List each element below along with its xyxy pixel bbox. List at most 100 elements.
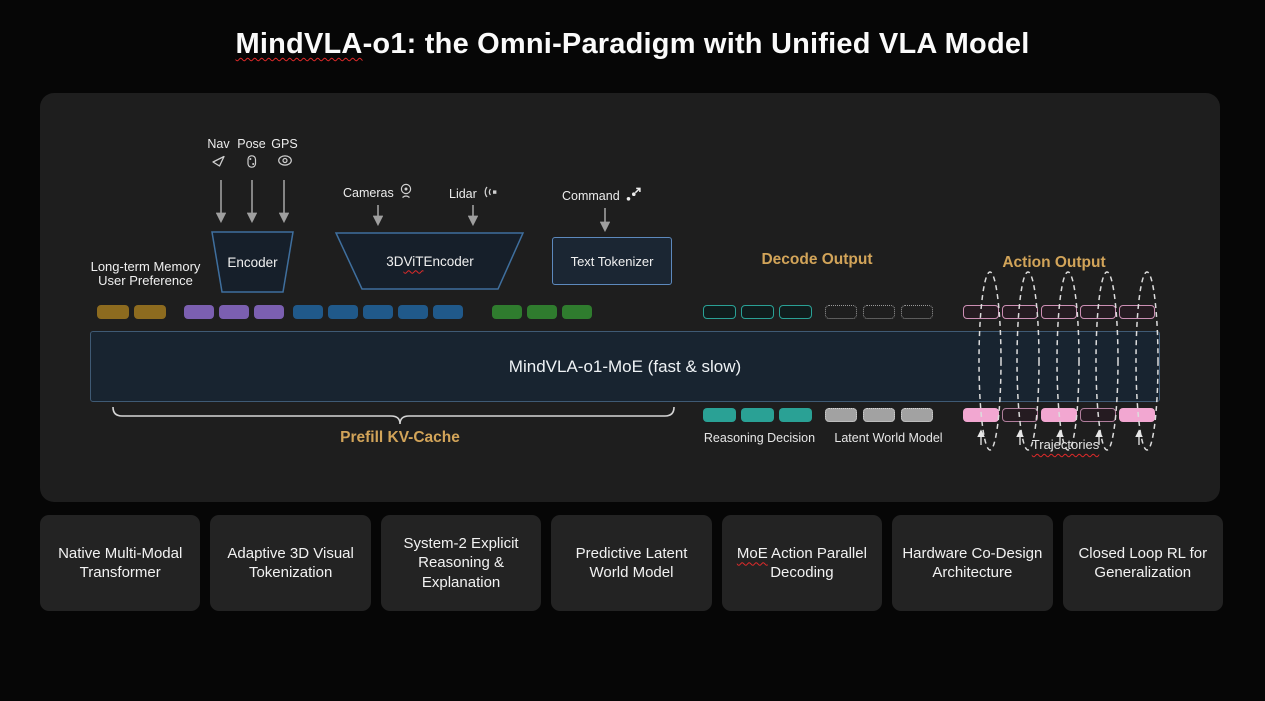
text-tokenizer-block: Text Tokenizer: [552, 237, 672, 285]
pose-icon: [244, 154, 259, 174]
prefill-kv-cache-label: Prefill KV-Cache: [340, 429, 460, 446]
feature-card-row: Native Multi-Modal Transformer Adaptive …: [40, 515, 1223, 611]
token: [863, 408, 895, 422]
nav-icon: [211, 154, 226, 173]
pose-token-row: [184, 305, 284, 319]
token: [825, 305, 857, 319]
feature-card-closed-loop-rl: Closed Loop RL for Generalization: [1062, 515, 1223, 611]
token: [1119, 305, 1155, 319]
token: [184, 305, 214, 319]
memory-token-row: [97, 305, 166, 319]
token: [398, 305, 428, 319]
action-token-row: [963, 305, 1155, 319]
cameras-label: Cameras: [343, 186, 394, 200]
moe-misspelled-word: MoE: [736, 544, 768, 562]
feature-card-hardware-codesign: Hardware Co-Design Architecture: [892, 515, 1053, 611]
token: [825, 408, 857, 422]
token: [863, 305, 895, 319]
token: [1002, 305, 1038, 319]
moe-model-label: MindVLA-o1-MoE (fast & slow): [508, 356, 742, 376]
token: [562, 305, 592, 319]
token: [901, 305, 933, 319]
trajectories-label: Trajectories: [1031, 437, 1100, 452]
feature-card-moe-parallel-decoding: MoE Action Parallel Decoding: [721, 515, 883, 611]
memory-label: Long-term Memory User Preference: [58, 260, 233, 287]
command-route-icon: [625, 187, 643, 205]
feature-card-predictive-latent: Predictive Latent World Model: [551, 515, 712, 611]
decode-token-row: [703, 305, 812, 319]
feature-label-rest: Action Parallel Decoding: [767, 544, 867, 582]
token: [254, 305, 284, 319]
token: [1080, 408, 1116, 422]
token: [328, 305, 358, 319]
token: [219, 305, 249, 319]
token: [901, 408, 933, 422]
token: [1080, 305, 1116, 319]
decode-output-label: Decode Output: [761, 251, 873, 268]
memory-line2: User Preference: [98, 272, 193, 288]
vit-encoder-block: 3D ViT Encoder: [334, 232, 526, 290]
token: [97, 305, 129, 319]
vision-token-row: [293, 305, 463, 319]
reasoning-token-row: [703, 408, 812, 422]
gps-icon: [277, 154, 293, 172]
token: [703, 305, 736, 319]
vit-pre: 3D: [386, 253, 404, 269]
text-tokenizer-label: Text Tokenizer: [570, 253, 654, 269]
reasoning-decision-label: Reasoning Decision: [703, 431, 816, 445]
sensor-group-nav-pose-gps: Nav Pose GPS: [203, 137, 300, 174]
vit-encoder-label: 3D ViT Encoder: [334, 232, 526, 290]
feature-label: System-2 Explicit Reasoning & Explanatio…: [403, 534, 519, 591]
sensor-command: Command: [562, 187, 643, 205]
latent-output-token-row: [825, 408, 933, 422]
token: [527, 305, 557, 319]
action-output-label: Action Output: [1002, 254, 1106, 271]
token: [433, 305, 463, 319]
token: [779, 305, 812, 319]
lidar-label: Lidar: [449, 186, 477, 201]
gps-label: GPS: [271, 137, 298, 151]
title-rest: -o1: the Omni-Paradigm with Unified VLA …: [362, 28, 1030, 60]
token: [779, 408, 812, 422]
token: [293, 305, 323, 319]
feature-label: Hardware Co-Design Architecture: [902, 544, 1043, 582]
nav-label: Nav: [207, 137, 230, 151]
page-title: MindVLA-o1: the Omni-Paradigm with Unifi…: [0, 28, 1265, 61]
latent-token-row: [825, 305, 933, 319]
sensor-nav: Nav: [203, 137, 234, 174]
encoder-label: Encoder: [227, 254, 278, 270]
token: [963, 305, 999, 319]
sensor-pose: Pose: [236, 137, 267, 174]
feature-label: Closed Loop RL for Generalization: [1078, 544, 1208, 582]
title-misspelled-word: MindVLA: [235, 28, 363, 60]
pose-label: Pose: [237, 137, 266, 151]
token: [1041, 408, 1077, 422]
lidar-icon: [482, 185, 499, 202]
sensor-cameras: Cameras: [343, 183, 413, 203]
feature-card-adaptive-3d: Adaptive 3D Visual Tokenization: [210, 515, 371, 611]
prefill-bracket: [112, 406, 675, 425]
token: [1119, 408, 1155, 422]
feature-card-system2-reasoning: System-2 Explicit Reasoning & Explanatio…: [380, 515, 542, 611]
token: [703, 408, 736, 422]
token: [1041, 305, 1077, 319]
token: [741, 408, 774, 422]
sensor-gps: GPS: [269, 137, 300, 174]
text-token-row: [492, 305, 592, 319]
vit-post: Encoder: [423, 253, 474, 269]
feature-label: Predictive Latent World Model: [575, 544, 688, 582]
input-arrows: [215, 180, 611, 233]
token: [1002, 408, 1038, 422]
token: [963, 408, 999, 422]
latent-world-model-label: Latent World Model: [834, 431, 943, 445]
feature-label: MoE Action Parallel Decoding: [732, 544, 872, 583]
token: [492, 305, 522, 319]
token: [741, 305, 774, 319]
token: [134, 305, 166, 319]
feature-card-native-multimodal: Native Multi-Modal Transformer: [40, 515, 201, 611]
moe-model-bar: MindVLA-o1-MoE (fast & slow): [90, 331, 1160, 402]
memory-line1: Long-term Memory: [90, 259, 201, 274]
webcam-icon: [399, 183, 413, 203]
token: [363, 305, 393, 319]
